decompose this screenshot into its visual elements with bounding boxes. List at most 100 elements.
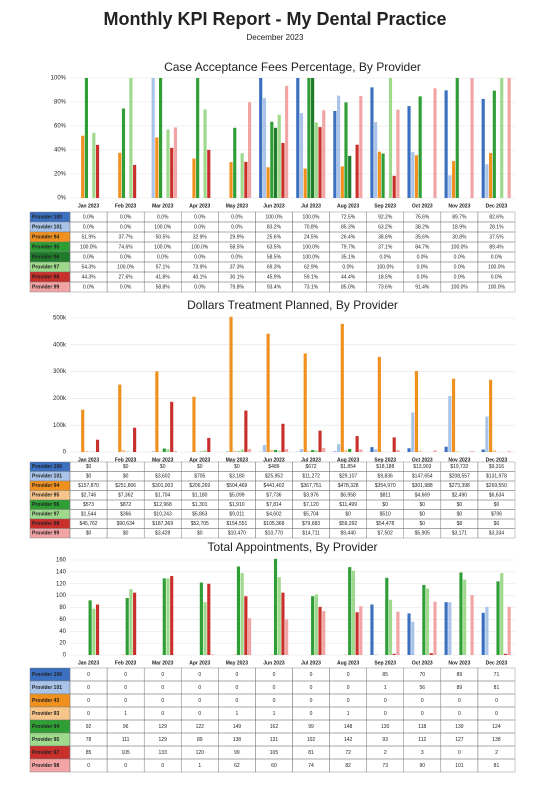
table-value: 69.3% — [267, 264, 282, 270]
table-value: 99 — [234, 750, 240, 756]
bar — [299, 448, 304, 452]
table-value: 89 — [197, 737, 203, 743]
table-value: 0 — [273, 685, 276, 691]
table-value: 24.5% — [304, 234, 319, 240]
bar — [348, 567, 352, 655]
bar — [355, 612, 359, 655]
legend-label: Provider 100 — [32, 214, 62, 220]
table-value: 100.0% — [117, 264, 135, 270]
table-value: 74 — [308, 763, 314, 769]
table-value: 73.6% — [378, 284, 393, 290]
table-value: 0 — [273, 672, 276, 678]
bar — [448, 175, 452, 198]
table-value: 29.9% — [230, 234, 245, 240]
x-tick-label: Mar 2023 — [152, 203, 174, 209]
bar — [281, 142, 285, 198]
x-tick-label: Jun 2023 — [263, 660, 285, 666]
table-value: 0 — [198, 672, 201, 678]
table-value: $10,470 — [228, 531, 246, 537]
table-value: 133 — [159, 750, 168, 756]
table-value: 50.5% — [156, 234, 171, 240]
bar — [199, 582, 203, 655]
bar — [392, 175, 396, 198]
bar — [396, 109, 400, 198]
legend-label: Provider 101 — [32, 224, 62, 230]
y-tick-label: 100k — [53, 423, 67, 429]
x-tick-label: Apr 2023 — [189, 660, 210, 666]
bar — [162, 578, 166, 655]
table-value: $486 — [268, 464, 279, 470]
table-value: $131,978 — [486, 474, 507, 480]
x-tick-label: Jan 2023 — [78, 660, 99, 666]
table-value: 57.1% — [156, 264, 171, 270]
bar — [318, 430, 322, 452]
bar — [507, 606, 511, 655]
bar — [170, 147, 174, 198]
table-value: $1,854 — [340, 464, 356, 470]
bar — [322, 611, 326, 655]
bar — [322, 448, 326, 452]
table-value: 100.0% — [488, 264, 506, 270]
bar — [426, 588, 430, 655]
table-value: 93 — [382, 737, 388, 743]
legend-label: Provider 95 — [32, 737, 59, 743]
table-value: $9,836 — [378, 474, 394, 480]
table-value: $45,762 — [80, 521, 98, 527]
legend-label: Provider 96 — [32, 254, 59, 260]
bar — [318, 606, 322, 655]
table-value: 89.4% — [489, 244, 504, 250]
table-value: 100.0% — [303, 244, 321, 250]
table-value: $441,402 — [264, 483, 285, 489]
bar — [351, 570, 355, 655]
x-tick-label: Nov 2023 — [448, 660, 470, 666]
bar — [88, 600, 92, 655]
bar — [277, 577, 281, 655]
legend-label: Provider 98 — [32, 521, 59, 527]
table-value: $367,751 — [301, 483, 322, 489]
x-tick-label: Sep 2023 — [374, 457, 396, 463]
y-tick-label: 300k — [53, 369, 67, 375]
bar — [407, 448, 411, 452]
table-value: 58.5% — [267, 254, 282, 260]
y-tick-label: 60% — [54, 124, 67, 130]
table-value: $8 — [457, 521, 463, 527]
bar — [485, 416, 489, 452]
table-value: 89.7% — [452, 214, 467, 220]
table-value: $706 — [491, 512, 502, 518]
table-value: $59,392 — [339, 521, 357, 527]
bar — [396, 449, 400, 452]
table-value: 0 — [87, 685, 90, 691]
legend-label: Provider 95 — [32, 493, 59, 499]
y-tick-label: 20% — [54, 172, 67, 178]
bar — [407, 613, 411, 655]
bar — [359, 449, 363, 452]
chart-title: Case Acceptance Fees Percentage, By Prov… — [164, 60, 421, 74]
bar — [270, 654, 274, 655]
table-value: 91.4% — [415, 284, 430, 290]
legend-label: Provider 100 — [32, 672, 62, 678]
bar — [151, 78, 155, 198]
table-value: 58.8% — [156, 284, 171, 290]
y-tick-label: 40% — [54, 148, 67, 154]
x-tick-label: Aug 2023 — [337, 457, 359, 463]
legend-label: Provider 94 — [32, 234, 59, 240]
table-value: 89 — [457, 672, 463, 678]
table-value: 0.0% — [231, 224, 243, 230]
bar — [236, 566, 241, 655]
bar — [196, 78, 200, 198]
table-value: $5,099 — [229, 493, 245, 499]
y-tick-label: 0% — [57, 196, 66, 202]
bar — [455, 451, 459, 452]
table-value: $3,171 — [452, 531, 468, 537]
legend-label: Provider 94 — [32, 483, 59, 489]
table-value: $0 — [234, 464, 240, 470]
bar — [285, 449, 289, 452]
bar — [333, 111, 337, 198]
table-value: 0 — [310, 672, 313, 678]
table-value: 105 — [121, 750, 130, 756]
table-value: $0 — [86, 531, 92, 537]
x-tick-label: Mar 2023 — [152, 660, 174, 666]
table-value: $5,704 — [303, 512, 319, 518]
table-value: 28.1% — [489, 224, 504, 230]
bar — [285, 619, 289, 655]
